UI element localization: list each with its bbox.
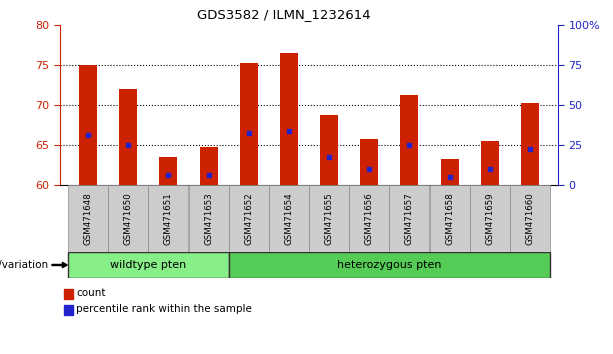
Bar xyxy=(521,103,539,185)
Text: GSM471652: GSM471652 xyxy=(244,192,253,245)
Bar xyxy=(360,139,378,185)
Bar xyxy=(280,53,298,185)
Text: heterozygous pten: heterozygous pten xyxy=(337,260,441,270)
Bar xyxy=(389,185,429,252)
Bar xyxy=(470,185,509,252)
Text: GSM471654: GSM471654 xyxy=(284,192,294,245)
Text: GSM471657: GSM471657 xyxy=(405,192,414,245)
Text: GSM471653: GSM471653 xyxy=(204,192,213,245)
Bar xyxy=(189,185,229,252)
Text: count: count xyxy=(77,288,106,298)
Text: GSM471650: GSM471650 xyxy=(124,192,133,245)
Bar xyxy=(269,185,309,252)
Text: wildtype pten: wildtype pten xyxy=(110,260,186,270)
Bar xyxy=(481,141,499,185)
Bar xyxy=(109,185,148,252)
Text: genotype/variation: genotype/variation xyxy=(0,260,49,270)
Title: GDS3582 / ILMN_1232614: GDS3582 / ILMN_1232614 xyxy=(197,8,371,21)
Bar xyxy=(229,252,550,278)
Bar xyxy=(441,159,459,185)
Text: GSM471648: GSM471648 xyxy=(83,192,93,245)
Bar xyxy=(200,147,218,185)
Text: GSM471659: GSM471659 xyxy=(485,192,494,245)
Text: GSM471660: GSM471660 xyxy=(525,192,535,245)
Bar xyxy=(400,95,419,185)
Bar xyxy=(148,185,188,252)
Bar xyxy=(320,115,338,185)
Bar xyxy=(309,185,349,252)
Bar xyxy=(240,63,258,185)
Bar xyxy=(349,185,389,252)
Bar xyxy=(159,157,178,185)
Bar xyxy=(79,65,97,185)
Bar xyxy=(430,185,470,252)
Bar xyxy=(120,89,137,185)
Bar xyxy=(68,252,229,278)
Text: percentile rank within the sample: percentile rank within the sample xyxy=(77,304,253,314)
Text: GSM471651: GSM471651 xyxy=(164,192,173,245)
Bar xyxy=(229,185,268,252)
Bar xyxy=(68,185,108,252)
Text: GSM471658: GSM471658 xyxy=(445,192,454,245)
Text: GSM471655: GSM471655 xyxy=(324,192,333,245)
Bar xyxy=(510,185,550,252)
Text: GSM471656: GSM471656 xyxy=(365,192,374,245)
